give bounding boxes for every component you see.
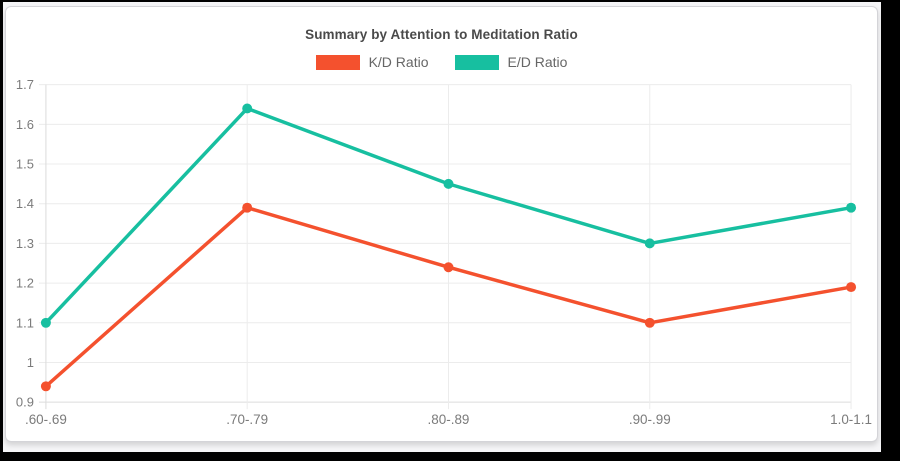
y-axis-tick-label: 1.2 <box>16 276 34 291</box>
legend-item-e-d-ratio[interactable]: E/D Ratio <box>454 54 568 70</box>
data-point-k-d-ratio-4[interactable] <box>846 282 857 293</box>
legend-item-k-d-ratio[interactable]: K/D Ratio <box>315 54 429 70</box>
x-axis-tick-label: 1.0-1.1 <box>830 412 872 427</box>
y-axis-tick-label: 0.9 <box>16 395 34 410</box>
chart-card: Summary by Attention to Meditation Ratio… <box>5 6 878 442</box>
y-axis-tick-label: 1.7 <box>16 77 34 92</box>
legend-swatch-icon <box>315 54 360 70</box>
y-axis-tick-label: 1.6 <box>16 117 34 132</box>
screenshot-surround: Summary by Attention to Meditation Ratio… <box>3 2 881 452</box>
data-point-e-d-ratio-1[interactable] <box>242 103 253 114</box>
x-axis-tick-label: .60-.69 <box>25 412 67 427</box>
chart-plot-area: 0.9 1 1.1 1.2 1.3 1.4 1.5 1.6 1.7 .60-.69 .70-.79.… <box>16 77 872 427</box>
legend-label: E/D Ratio <box>507 54 568 70</box>
y-axis-tick-label: 1.3 <box>16 236 34 251</box>
legend-label: K/D Ratio <box>368 54 429 70</box>
data-point-e-d-ratio-0[interactable] <box>40 317 51 328</box>
data-point-k-d-ratio-2[interactable] <box>443 262 454 273</box>
data-point-e-d-ratio-3[interactable] <box>644 238 655 249</box>
data-point-k-d-ratio-1[interactable] <box>242 202 253 213</box>
chart-legend: K/D Ratio E/D Ratio <box>6 54 877 70</box>
y-axis-tick-label: 1.4 <box>16 196 34 211</box>
x-axis-tick-label: .90-.99 <box>629 412 671 427</box>
x-axis-tick-label: .70-.79 <box>226 412 268 427</box>
x-axis-tick-label: .80-.89 <box>428 412 470 427</box>
y-axis-tick-label: 1.5 <box>16 157 34 172</box>
legend-swatch-icon <box>454 54 499 70</box>
y-axis-tick-label: 1 <box>27 355 34 370</box>
data-point-e-d-ratio-2[interactable] <box>443 178 454 189</box>
data-point-k-d-ratio-0[interactable] <box>40 381 51 392</box>
data-point-e-d-ratio-4[interactable] <box>846 202 857 213</box>
chart-title: Summary by Attention to Meditation Ratio <box>305 27 578 42</box>
y-axis-tick-label: 1.1 <box>16 315 34 330</box>
data-point-k-d-ratio-3[interactable] <box>644 317 655 328</box>
